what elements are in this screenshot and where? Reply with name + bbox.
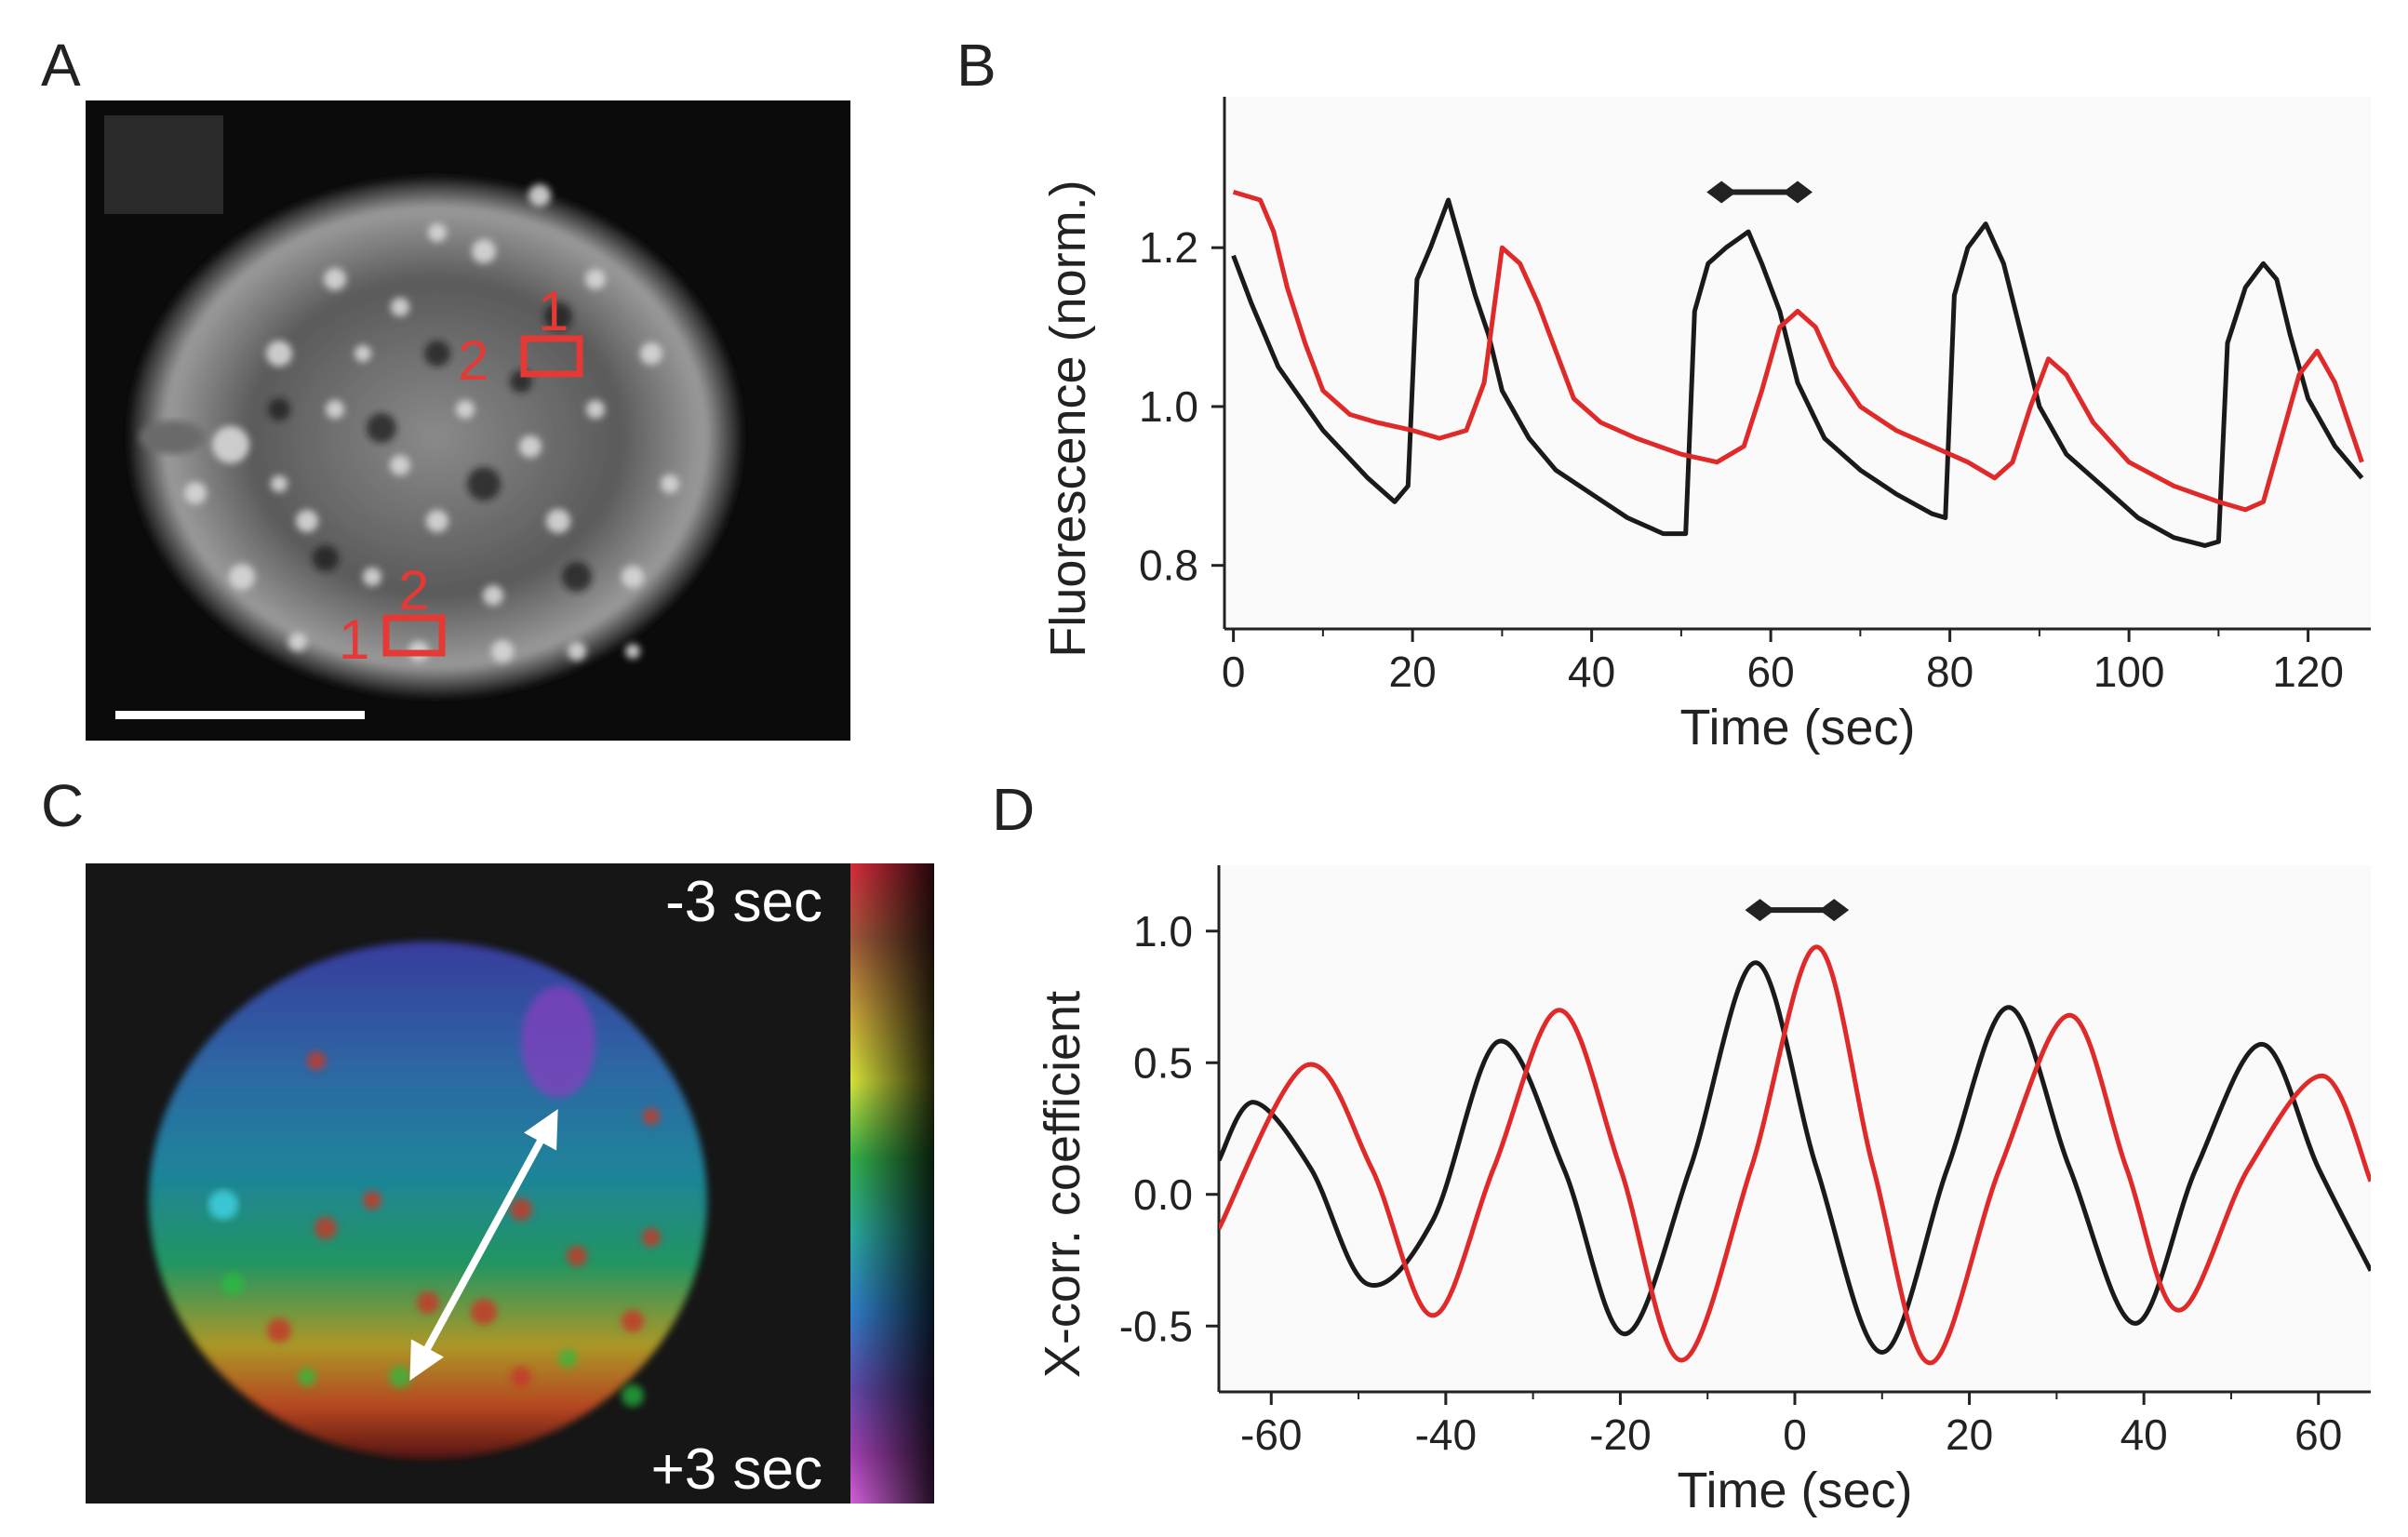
chart-b-y-tick-label: 0.8 bbox=[1139, 541, 1198, 590]
scale-bar bbox=[115, 711, 365, 719]
panel-d: D -60 -40 -20 0 20 40 60 -0.5 0.0 0.5 1.0 Time (sec… bbox=[992, 776, 2371, 1518]
roi-top-label-1: 1 bbox=[538, 280, 569, 342]
roi-bottom-label-2: 2 bbox=[398, 559, 429, 621]
roi-top-label-2: 2 bbox=[458, 329, 488, 392]
chart-d-y-tick-label: 0.0 bbox=[1133, 1170, 1193, 1219]
chart-d-y-tick-label: 1.0 bbox=[1133, 907, 1193, 956]
chart-b-x-tick-label: 80 bbox=[1926, 648, 1973, 696]
chart-d-x-tick-label: -40 bbox=[1415, 1410, 1477, 1459]
panel-a-cell bbox=[128, 177, 742, 698]
chart-b-y-tick-label: 1.0 bbox=[1139, 382, 1198, 431]
chart-d-x-tick-label: 0 bbox=[1783, 1410, 1807, 1459]
panel-c: C -3 sec +3 sec bbox=[41, 772, 934, 1504]
wave-direction-arrow bbox=[409, 1108, 558, 1382]
chart-d-lag-arrow-head-left bbox=[1745, 899, 1775, 922]
chart-d-y-tick-label: 0.5 bbox=[1133, 1038, 1193, 1087]
panel-a-inset-square bbox=[104, 115, 223, 214]
panel-a-letter: A bbox=[41, 32, 81, 99]
chart-d-x-tick-label: 60 bbox=[2294, 1410, 2342, 1459]
chart-d-y-tick-label: -0.5 bbox=[1119, 1302, 1193, 1350]
chart-d-x-axis-label: Time (sec) bbox=[1678, 1463, 1913, 1518]
chart-d-x-tick-label: -60 bbox=[1240, 1410, 1302, 1459]
panel-b: B 0 20 40 60 80 100 120 0.8 1.0 1.2 Time (sec) Fluo… bbox=[957, 32, 2371, 755]
chart-b-y-tick-label: 1.2 bbox=[1139, 223, 1198, 272]
chart-b-x-tick-label: 60 bbox=[1747, 648, 1795, 696]
chart-b-x-tick-label: 100 bbox=[2094, 648, 2165, 696]
chart-b-x-tick-label: 0 bbox=[1222, 648, 1246, 696]
color-scale-top-label: -3 sec bbox=[665, 870, 823, 934]
color-scale-bottom-label: +3 sec bbox=[651, 1437, 823, 1502]
chart-b-x-tick-label: 120 bbox=[2272, 648, 2344, 696]
chart-b: 0 20 40 60 80 100 120 0.8 1.0 1.2 Time (sec) Fluore… bbox=[1040, 97, 2371, 755]
panel-b-letter: B bbox=[957, 32, 997, 99]
panel-c-cell bbox=[149, 942, 707, 1459]
panel-c-letter: C bbox=[41, 772, 84, 839]
chart-b-x-tick-label: 40 bbox=[1568, 648, 1615, 696]
roi-top-box bbox=[520, 335, 583, 378]
roi-top: 1 2 bbox=[458, 280, 583, 392]
panel-a: A 1 bbox=[41, 32, 850, 741]
chart-d: -60 -40 -20 0 20 40 60 -0.5 0.0 0.5 1.0 Time (sec) X… bbox=[1035, 865, 2371, 1518]
color-scale bbox=[850, 863, 934, 1504]
chart-b-lag-arrow-head-left bbox=[1706, 180, 1737, 204]
chart-b-series-black bbox=[1231, 197, 2364, 548]
chart-d-plot-area bbox=[1219, 865, 2371, 1392]
roi-bottom: 2 1 bbox=[339, 559, 446, 671]
chart-d-x-tick-label: -20 bbox=[1589, 1410, 1651, 1459]
chart-d-x-tick-label: 20 bbox=[1946, 1410, 1993, 1459]
roi-bottom-box bbox=[382, 614, 446, 657]
roi-bottom-label-1: 1 bbox=[339, 608, 369, 671]
chart-d-series-red bbox=[1219, 944, 2371, 1366]
chart-d-y-axis-label: X-corr. coefficient bbox=[1035, 991, 1090, 1378]
chart-d-series-black bbox=[1219, 960, 2371, 1355]
chart-b-series-red bbox=[1232, 190, 2364, 513]
chart-b-x-tick-label: 20 bbox=[1389, 648, 1437, 696]
chart-b-plot-area bbox=[1224, 97, 2371, 629]
chart-b-y-axis-label: Fluorescence (norm.) bbox=[1040, 180, 1096, 657]
panel-d-letter: D bbox=[992, 776, 1035, 843]
chart-b-lag-arrow-head-right bbox=[1783, 180, 1813, 204]
chart-d-x-tick-label: 40 bbox=[2120, 1410, 2168, 1459]
chart-d-lag-arrow-head-right bbox=[1819, 899, 1850, 922]
chart-b-x-axis-label: Time (sec) bbox=[1680, 700, 1916, 755]
